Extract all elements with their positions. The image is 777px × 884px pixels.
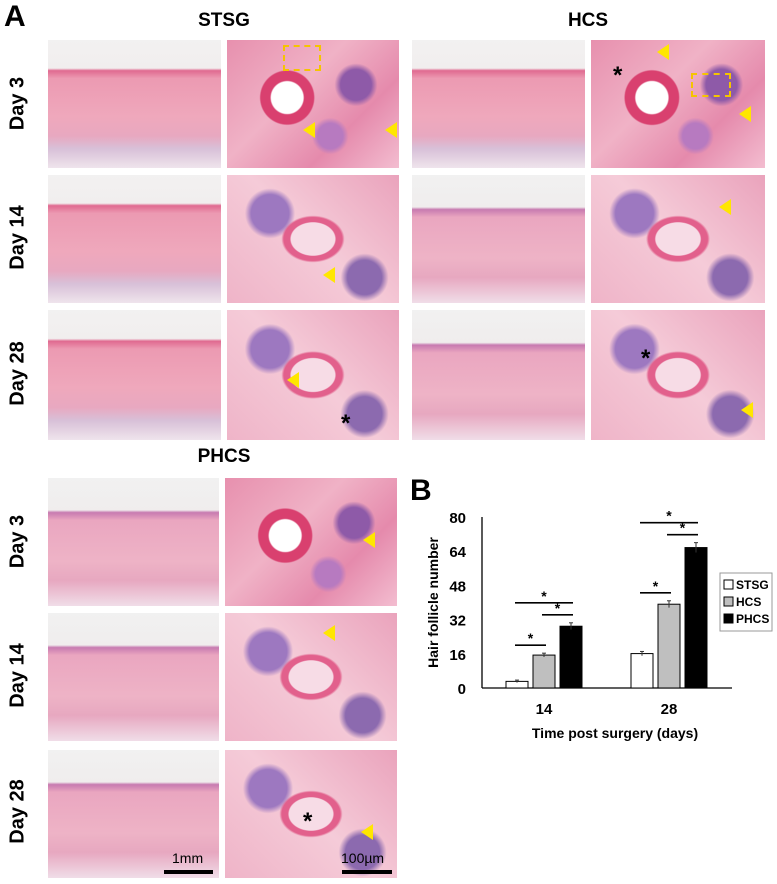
panel-b-label: B [410,474,432,507]
asterisk-marker: * [641,345,651,372]
dashed-box [691,73,731,97]
y-tick-label: 32 [449,613,466,630]
significance-asterisk: * [666,508,672,524]
scale-bar-1mm [164,870,213,874]
legend-label-stsg: STSG [736,578,769,592]
phcs-day14-high-mag-image [225,613,397,741]
stsg-day28-low-mag-image [48,310,221,440]
yellow-arrow-icon [741,402,753,418]
y-tick-label: 16 [449,647,466,664]
significance-asterisk: * [528,630,534,646]
stsg-day28-high-mag-image: * [227,310,399,440]
phcs-day14-low-mag-image [48,613,219,741]
y-tick-label: 64 [449,544,466,561]
yellow-arrow-icon [303,122,315,138]
hcs-day3-low-mag-image [412,40,585,168]
x-tick-label: 28 [661,701,678,718]
y-tick-label: 80 [449,510,466,527]
stsg-day3-high-mag-image [227,40,399,168]
y-axis-label: Hair follicle number [425,537,441,668]
phcs-day28-low-mag-image: 1mm [48,750,219,878]
hcs-day28-low-mag-image [412,310,585,440]
bar-hcs-day14 [532,654,556,689]
yellow-arrow-icon [323,267,335,283]
stsg-day14-high-mag-image [227,175,399,303]
yellow-arrow-icon [323,625,335,641]
legend-swatch-stsg [723,579,734,590]
phcs-day28-high-mag-image: * 100µm [225,750,397,878]
legend-label-hcs: HCS [736,595,761,609]
yellow-arrow-icon [719,199,731,215]
bar-hcs-day28 [657,603,681,689]
yellow-arrow-icon [385,122,397,138]
yellow-arrow-icon [363,532,375,548]
x-axis-label: Time post surgery (days) [532,725,698,741]
x-tick-label: 14 [536,701,553,718]
significance-asterisk: * [680,520,686,536]
yellow-arrow-icon [739,106,751,122]
group-title-stsg: STSG [198,10,250,31]
legend-swatch-phcs [723,613,734,624]
asterisk-marker: * [341,410,351,437]
asterisk-marker: * [303,808,313,835]
bar-phcs-day28 [684,547,708,689]
stsg-day14-low-mag-image [48,175,221,303]
scale-bar-label-100um: 100µm [341,850,385,866]
yellow-arrow-icon [361,824,373,840]
hcs-day14-low-mag-image [412,175,585,303]
bar-phcs-day14 [559,625,583,689]
panel-a-label: A [4,0,26,33]
significance-asterisk: * [653,578,659,594]
group-title-phcs: PHCS [197,446,251,467]
y-tick-label: 48 [449,578,466,595]
bar-stsg-day28 [630,653,654,689]
significance-asterisk: * [541,588,547,604]
yellow-arrow-icon [287,372,299,388]
hcs-day14-high-mag-image [591,175,765,303]
hcs-day28-high-mag-image: * [591,310,765,440]
legend-swatch-hcs [723,596,734,607]
group-title-hcs: HCS [567,10,609,31]
y-tick-label: 0 [458,681,466,698]
dashed-box [283,45,321,71]
scale-bar-label-1mm: 1mm [172,850,204,866]
hcs-day3-high-mag-image: * [591,40,765,168]
asterisk-marker: * [613,62,623,89]
scale-bar-100um [342,870,392,874]
legend-label-phcs: PHCS [736,612,769,626]
stsg-day3-low-mag-image [48,40,221,168]
yellow-arrow-icon [657,44,669,60]
significance-asterisk: * [555,600,561,616]
phcs-day3-high-mag-image [225,478,397,606]
phcs-day3-low-mag-image [48,478,219,606]
